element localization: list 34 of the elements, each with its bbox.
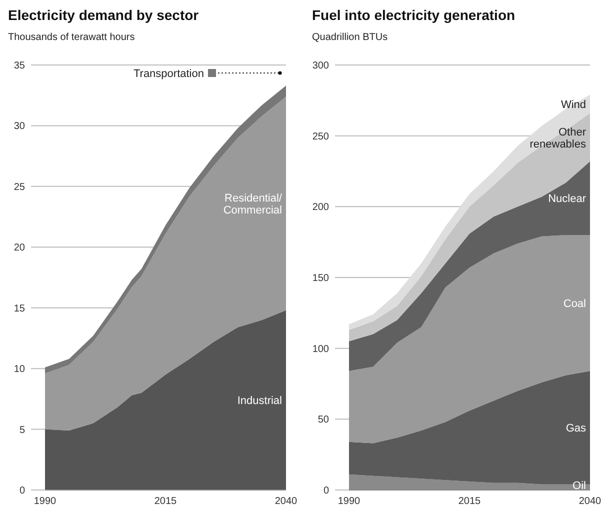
x-tick-label: 1990 <box>34 496 57 507</box>
series-label: Other renewables <box>530 126 586 150</box>
y-tick-label: 30 <box>14 121 26 132</box>
y-tick-label: 50 <box>318 414 330 426</box>
y-tick-label: 300 <box>312 60 330 72</box>
chart-title: Fuel into electricity generation <box>312 7 516 23</box>
chart-subtitle: Quadrillion BTUs <box>312 32 388 43</box>
x-tick-label: 2040 <box>274 496 298 507</box>
y-tick-label: 0 <box>19 486 26 496</box>
y-tick-label: 20 <box>14 242 26 254</box>
y-tick-label: 25 <box>14 182 26 193</box>
series-label: Residential/ Commercial <box>223 192 283 216</box>
y-tick-label: 200 <box>312 202 330 214</box>
y-tick-label: 250 <box>312 131 330 142</box>
chart-subtitle: Thousands of terawatt hours <box>8 32 135 43</box>
x-tick-label: 2015 <box>154 496 178 507</box>
x-tick-label: 1990 <box>338 496 361 507</box>
y-tick-label: 5 <box>19 424 26 436</box>
legend-label: Transportation <box>133 68 204 80</box>
series-label: Gas <box>566 422 586 435</box>
y-tick-label: 0 <box>323 486 330 496</box>
y-tick-label: 10 <box>14 364 26 376</box>
y-tick-label: 35 <box>14 60 26 72</box>
series-label: Wind <box>560 98 586 111</box>
y-tick-label: 150 <box>312 273 330 284</box>
y-tick-label: 100 <box>312 344 330 355</box>
x-tick-label: 2015 <box>458 496 482 507</box>
chart-title: Electricity demand by sector <box>8 7 200 23</box>
series-label: Industrial <box>237 395 282 408</box>
series-label: Nuclear <box>548 193 586 206</box>
y-tick-label: 15 <box>14 303 26 314</box>
series-label: Coal <box>563 298 586 310</box>
series-label: Oil <box>572 480 586 492</box>
x-tick-label: 2040 <box>578 496 602 507</box>
